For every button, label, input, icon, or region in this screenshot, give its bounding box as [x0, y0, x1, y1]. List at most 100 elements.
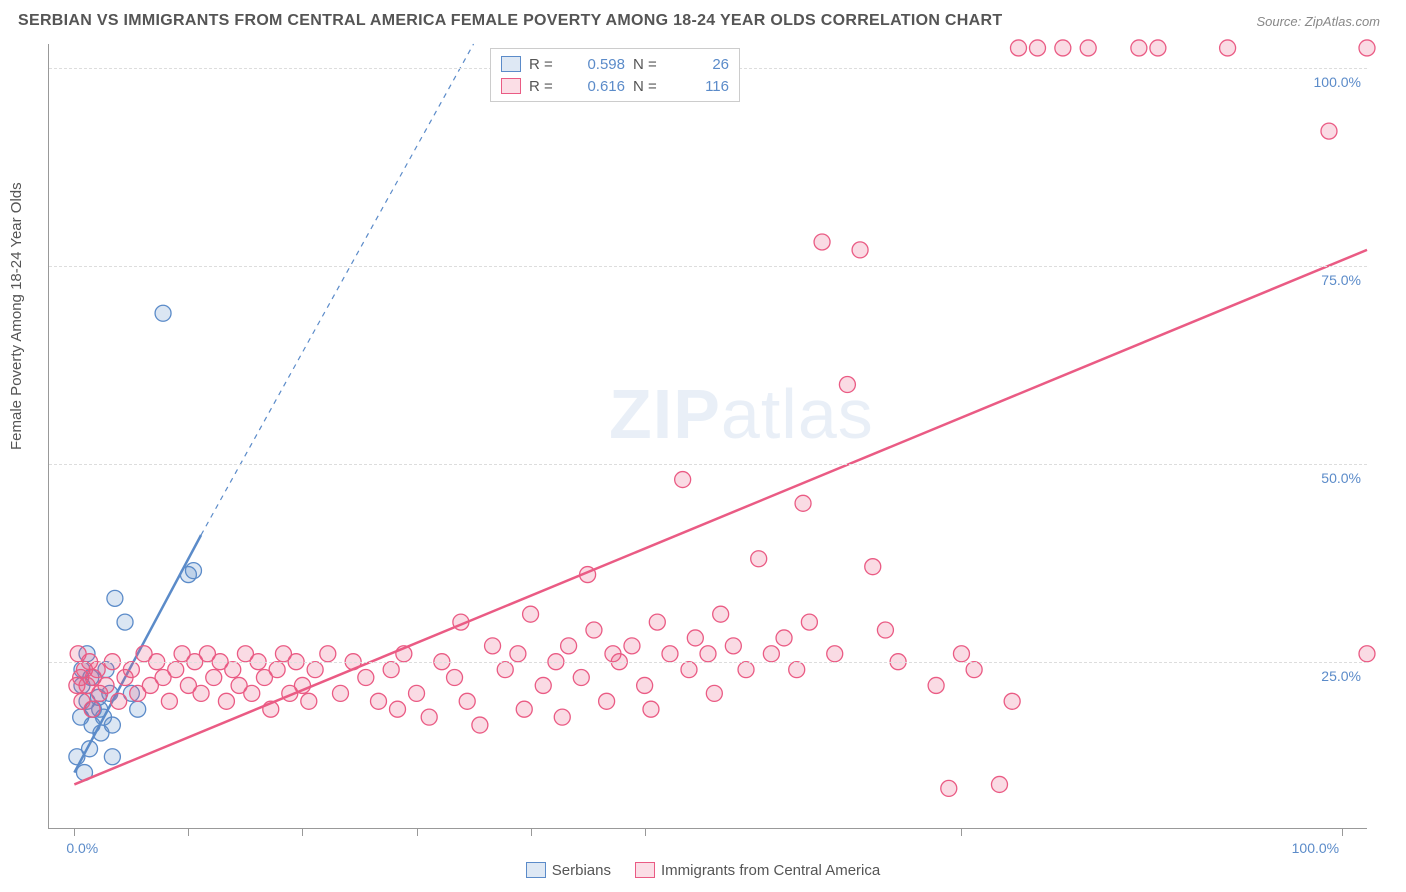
chart-title: SERBIAN VS IMMIGRANTS FROM CENTRAL AMERI…: [18, 12, 1002, 30]
data-point: [459, 693, 475, 709]
data-point: [301, 693, 317, 709]
data-point: [89, 662, 105, 678]
gridline: [49, 662, 1367, 663]
data-point: [371, 693, 387, 709]
data-point: [561, 638, 577, 654]
data-point: [485, 638, 501, 654]
data-point: [1220, 40, 1236, 56]
data-point: [763, 646, 779, 662]
x-tick: [961, 828, 962, 836]
data-point: [643, 701, 659, 717]
data-point: [789, 662, 805, 678]
data-point: [1150, 40, 1166, 56]
data-point: [649, 614, 665, 630]
y-tick-label: 100.0%: [1314, 74, 1361, 90]
data-point: [795, 495, 811, 511]
x-tick: [645, 828, 646, 836]
x-tick: [188, 828, 189, 836]
data-point: [1055, 40, 1071, 56]
data-point: [447, 670, 463, 686]
data-point: [1359, 40, 1375, 56]
data-point: [510, 646, 526, 662]
data-point: [776, 630, 792, 646]
data-point: [320, 646, 336, 662]
data-point: [827, 646, 843, 662]
trend-line: [74, 250, 1367, 785]
y-tick-label: 25.0%: [1321, 668, 1361, 684]
data-point: [225, 662, 241, 678]
data-point: [185, 563, 201, 579]
legend-swatch: [635, 862, 655, 878]
data-point: [104, 717, 120, 733]
trend-line-extrapolated: [201, 44, 473, 535]
legend-swatch: [526, 862, 546, 878]
data-point: [839, 377, 855, 393]
x-tick: [417, 828, 418, 836]
data-point: [130, 701, 146, 717]
data-point: [687, 630, 703, 646]
data-point: [713, 606, 729, 622]
legend-item: Immigrants from Central America: [635, 862, 880, 879]
data-point: [586, 622, 602, 638]
data-point: [206, 670, 222, 686]
data-point: [218, 693, 234, 709]
data-point: [991, 776, 1007, 792]
data-point: [193, 685, 209, 701]
data-point: [928, 677, 944, 693]
data-point: [168, 662, 184, 678]
data-point: [244, 685, 260, 701]
data-point: [725, 638, 741, 654]
data-point: [801, 614, 817, 630]
data-point: [554, 709, 570, 725]
plot-area: ZIPatlas 25.0%50.0%75.0%100.0%0.0%100.0%: [48, 44, 1367, 829]
stat-value-r: 0.616: [571, 78, 625, 95]
legend-label: Serbians: [552, 862, 611, 879]
data-point: [877, 622, 893, 638]
gridline: [49, 464, 1367, 465]
data-point: [523, 606, 539, 622]
x-tick: [1342, 828, 1343, 836]
data-point: [1321, 123, 1337, 139]
data-point: [155, 305, 171, 321]
stat-label: N =: [633, 78, 667, 95]
y-axis-label: Female Poverty Among 18-24 Year Olds: [8, 182, 25, 450]
data-point: [390, 701, 406, 717]
data-point: [98, 677, 114, 693]
data-point: [1030, 40, 1046, 56]
data-point: [675, 472, 691, 488]
data-point: [421, 709, 437, 725]
data-point: [307, 662, 323, 678]
data-point: [104, 749, 120, 765]
data-point: [332, 685, 348, 701]
data-point: [941, 780, 957, 796]
data-point: [966, 662, 982, 678]
legend-swatch: [501, 78, 521, 94]
data-point: [107, 590, 123, 606]
x-tick: [531, 828, 532, 836]
data-point: [637, 677, 653, 693]
stats-legend-row: R =0.598N =26: [501, 53, 729, 75]
data-point: [573, 670, 589, 686]
y-tick-label: 50.0%: [1321, 470, 1361, 486]
data-point: [358, 670, 374, 686]
source-attribution: Source: ZipAtlas.com: [1256, 14, 1380, 29]
data-point: [738, 662, 754, 678]
data-point: [751, 551, 767, 567]
data-point: [269, 662, 285, 678]
data-point: [852, 242, 868, 258]
data-point: [599, 693, 615, 709]
stat-label: R =: [529, 56, 563, 73]
data-point: [383, 662, 399, 678]
data-point: [117, 614, 133, 630]
data-point: [1080, 40, 1096, 56]
data-point: [497, 662, 513, 678]
x-tick-label: 0.0%: [66, 840, 98, 856]
data-point: [123, 662, 139, 678]
stat-label: R =: [529, 78, 563, 95]
data-point: [161, 693, 177, 709]
data-point: [700, 646, 716, 662]
data-point: [624, 638, 640, 654]
data-point: [814, 234, 830, 250]
data-point: [662, 646, 678, 662]
data-point: [706, 685, 722, 701]
